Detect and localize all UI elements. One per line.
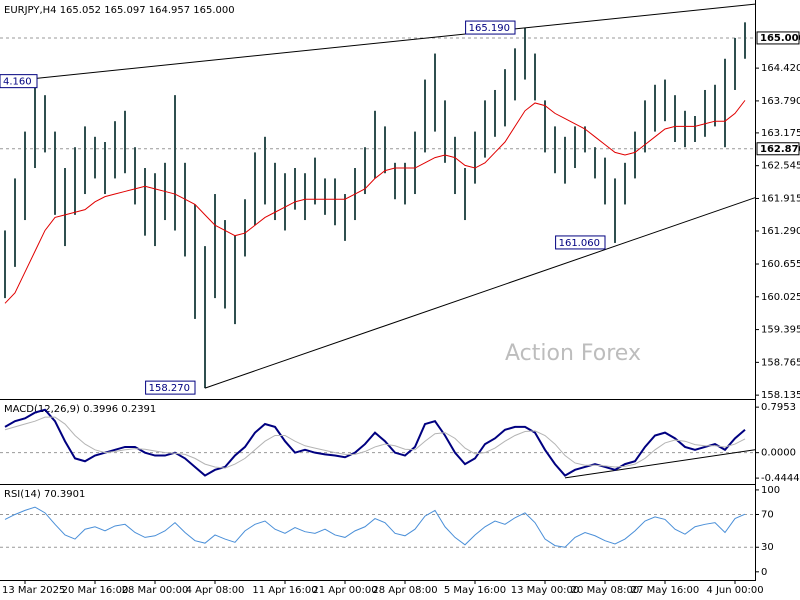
y-tick-label: 158.135 [761,390,800,401]
panel-title: MACD(12,26,9) 0.3996 0.2391 [4,404,156,415]
y-tick-label: 30 [761,542,774,553]
level-label-box [756,31,800,45]
y-tick-label: 161.915 [761,193,800,204]
y-tick-label: 160.655 [761,259,800,270]
y-tick-label: 0.7953 [761,402,796,413]
moving-average [4,100,746,304]
y-tick-label: 161.290 [761,226,800,237]
x-tick-label: 20 May 08:00 [571,585,640,596]
panel-title: RSI(14) 70.3901 [4,489,85,500]
y-tick-label: 163.790 [761,96,800,107]
trendline [564,449,756,479]
level-label: 162.870 [760,144,800,155]
annotation-label: 4.160 [3,77,32,88]
trendline [4,3,756,83]
y-tick-label: 162.545 [761,161,800,172]
x-tick-label: 13 Mar 2025 [2,585,65,596]
annotation-box [465,20,516,35]
panel-title: EURJPY,H4 165.052 165.097 164.957 165.00… [4,5,235,16]
y-tick-label: 100 [761,485,780,496]
y-tick-label: 163.175 [761,128,800,139]
y-tick-label: 159.395 [761,325,800,336]
x-tick-label: 13 May 00:00 [511,585,580,596]
x-tick-label: 11 Apr 16:00 [252,585,317,596]
y-tick-label: 160.025 [761,292,800,303]
x-tick-label: 4 Jun 00:00 [706,585,763,596]
annotation-label: 158.270 [149,383,190,394]
trendline [204,197,756,389]
y-tick-label: 164.420 [761,63,800,74]
indicator-line [4,408,746,477]
x-tick-label: 28 Apr 08:00 [372,585,437,596]
level-label: 165.000 [760,33,800,44]
y-tick-label: 0 [761,567,767,578]
annotation-box [555,235,606,250]
y-tick-label: 158.765 [761,357,800,368]
annotation-label: 165.190 [469,23,510,34]
annotation-box [145,380,196,395]
y-tick-label: -0.4444 [761,473,800,484]
annotation-box [0,74,38,89]
x-tick-label: 27 May 16:00 [631,585,700,596]
x-tick-label: 28 Mar 00:00 [122,585,189,596]
y-tick-label: 70 [761,509,774,520]
annotation-label: 161.060 [559,238,600,249]
x-tick-label: 20 Mar 16:00 [62,585,129,596]
indicator-line [4,506,746,548]
x-tick-label: 4 Apr 08:00 [186,585,245,596]
watermark: Action Forex [505,341,641,366]
x-tick-label: 21 Apr 00:00 [312,585,377,596]
y-tick-label: 0.0000 [761,448,796,459]
indicator-line [4,416,746,469]
x-tick-label: 5 May 16:00 [444,585,506,596]
level-label-box [756,142,800,156]
